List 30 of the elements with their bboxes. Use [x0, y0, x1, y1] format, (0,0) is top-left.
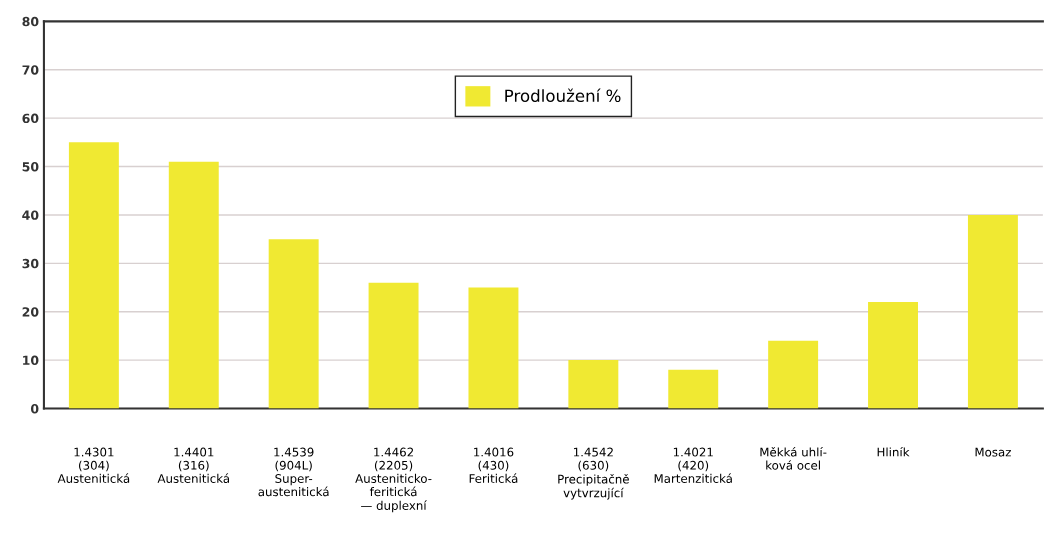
x-tick-label: Mosaz	[975, 447, 1011, 457]
y-tick-label: 0	[30, 403, 39, 414]
legend-label: Prodloužení %	[505, 88, 621, 103]
y-tick-label: 80	[22, 16, 39, 27]
bar	[868, 302, 918, 409]
x-tick-label: Měkká uhlí- ková ocel	[760, 446, 827, 470]
y-tick-label: 60	[22, 113, 39, 124]
x-tick-label: 1.4301 (304) Austenitická	[57, 447, 130, 483]
bar	[168, 161, 219, 409]
bar	[967, 214, 1018, 409]
x-tick-label: Hliník	[877, 446, 910, 457]
y-tick-label: 70	[22, 65, 39, 75]
x-tick-label: 1.4016 (430) Feritická	[469, 447, 518, 483]
y-tick-label: 30	[22, 258, 39, 269]
bar	[768, 340, 819, 409]
x-tick-label: 1.4539 (904L) Super- austenitická	[258, 447, 329, 497]
x-tick-label: 1.4542 (630) Precipitačně vytvrzující	[558, 447, 629, 500]
bar	[668, 369, 719, 409]
x-tick-label: 1.4021 (420) Martenzitická	[654, 447, 732, 483]
bar	[68, 142, 119, 409]
x-tick-label: 1.4462 (2205) Austeniticko- feritická — duplexní	[355, 447, 432, 513]
y-tick-label: 20	[22, 307, 39, 317]
bar	[268, 239, 319, 409]
y-tick-label: 50	[22, 162, 39, 172]
y-tick-label: 10	[23, 355, 39, 366]
bar	[368, 282, 419, 409]
bar	[468, 287, 519, 409]
x-tick-label: 1.4401 (316) Austenitická	[157, 447, 230, 483]
y-tick-label: 40	[22, 210, 39, 220]
bar	[568, 360, 619, 409]
